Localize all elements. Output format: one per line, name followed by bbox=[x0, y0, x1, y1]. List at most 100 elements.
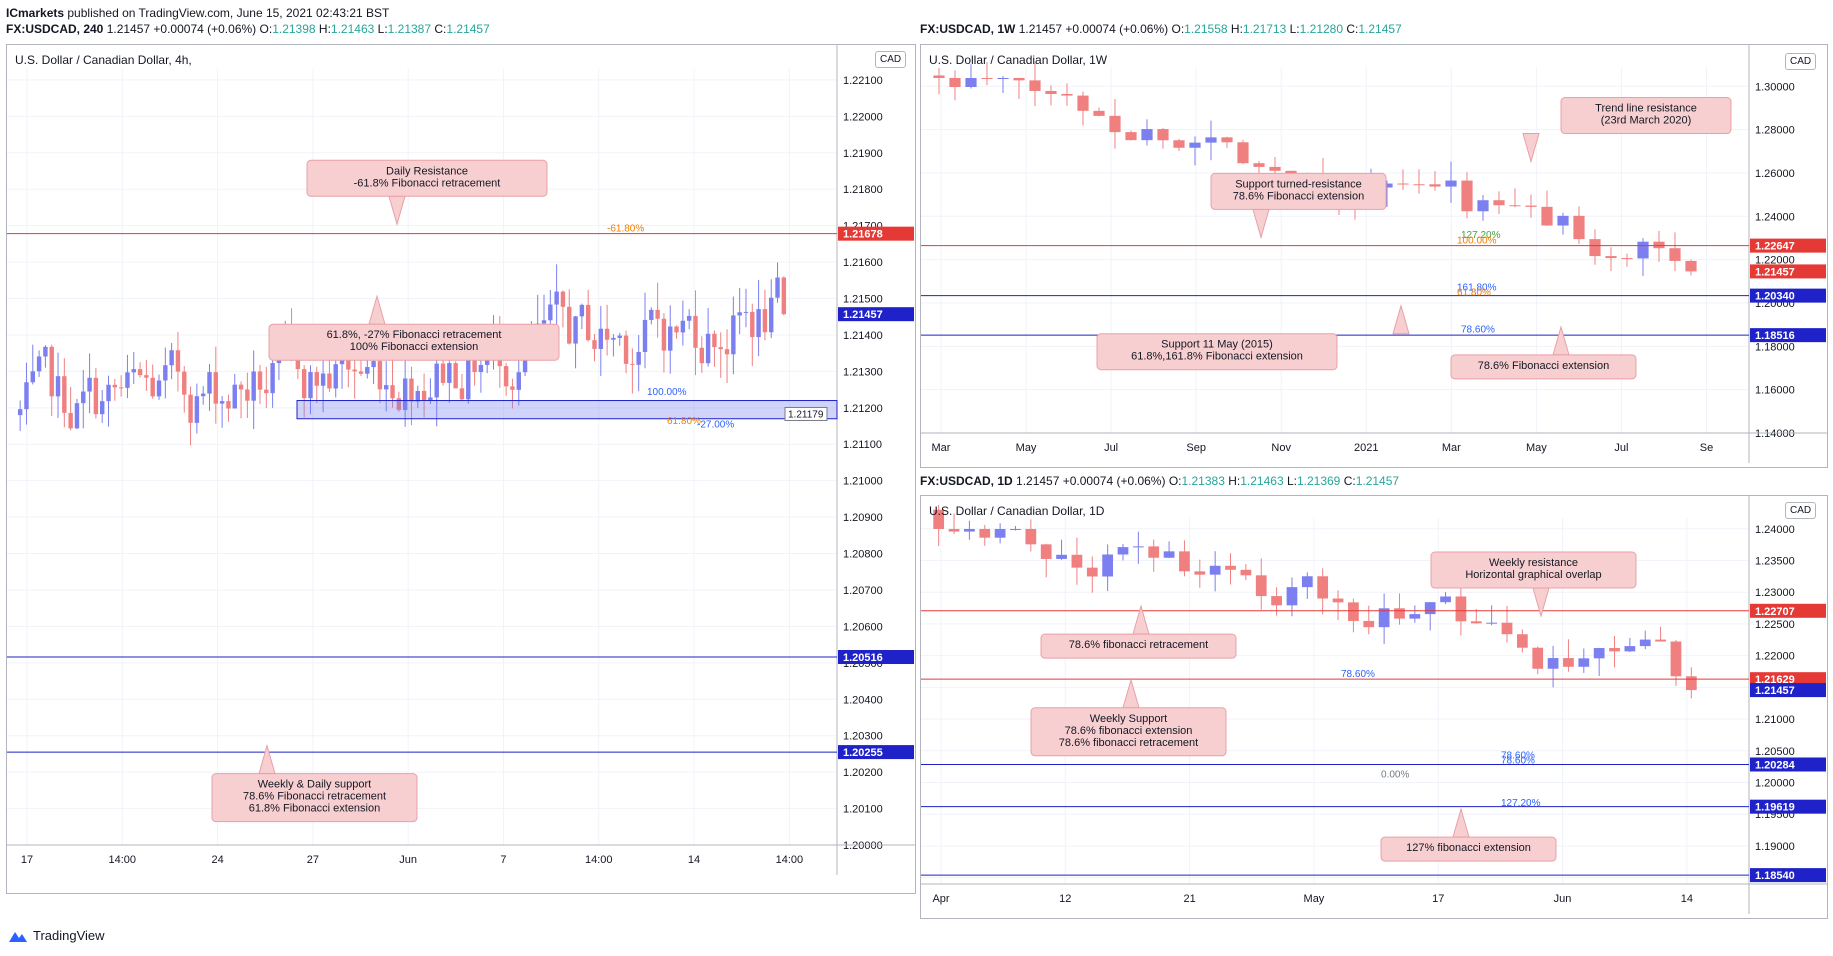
h4-x-tick-label: 17 bbox=[21, 854, 33, 866]
d1-candle-body bbox=[1378, 608, 1390, 628]
d1-x-tick-label: 17 bbox=[1432, 893, 1444, 905]
h4-candle-body bbox=[49, 346, 54, 397]
h4-candle-body bbox=[308, 372, 313, 399]
d1-chart-svg[interactable]: 1.185001.190001.195001.200001.205001.210… bbox=[921, 496, 1827, 918]
w1-candle-body bbox=[1061, 93, 1073, 96]
d1-fib-label: 78.60% bbox=[1341, 669, 1375, 680]
d1-candle-body bbox=[1040, 544, 1052, 559]
w1-currency-badge[interactable]: CAD bbox=[1785, 53, 1817, 70]
d1-candle-body bbox=[1532, 647, 1544, 669]
w1-candle-body bbox=[1621, 258, 1633, 260]
h4-callout-text: Weekly & Daily support bbox=[258, 779, 372, 791]
d1-level-tag bbox=[1750, 757, 1826, 772]
h4-candle-body bbox=[718, 347, 723, 350]
h4-candle-body bbox=[724, 349, 730, 355]
h4-candle-body bbox=[301, 369, 307, 399]
h4-candle-body bbox=[156, 380, 162, 397]
w1-fib-label: 78.60% bbox=[1461, 324, 1495, 335]
h4-candle-body bbox=[428, 397, 433, 401]
d1-callout-text: Horizontal graphical overlap bbox=[1465, 569, 1601, 581]
w1-callout: 78.6% Fibonacci extension bbox=[1450, 325, 1637, 380]
h4-candle-body bbox=[712, 333, 717, 348]
d1-candle-body bbox=[1010, 528, 1021, 530]
w1-candle-body bbox=[1445, 180, 1457, 187]
h4-candle-body bbox=[693, 315, 698, 348]
d1-level-label: 1.20284 bbox=[1755, 759, 1796, 771]
d1-level-tag bbox=[1750, 799, 1826, 814]
h4-candle-body bbox=[207, 372, 212, 394]
h4-candle-body bbox=[213, 372, 219, 404]
h4-candle-body bbox=[630, 363, 635, 365]
w1-candle-body bbox=[1269, 166, 1281, 171]
d1-x-tick-label: 14 bbox=[1681, 893, 1693, 905]
w1-symbol-header: FX:USDCAD, 1W 1.21457 +0.00074 (+0.06%) … bbox=[920, 22, 1402, 36]
h4-candle-body bbox=[245, 389, 250, 401]
h4-candle-body bbox=[516, 372, 521, 390]
h4-candle-body bbox=[510, 386, 515, 390]
d1-callout-box bbox=[1430, 551, 1637, 589]
h4-candle-body bbox=[320, 373, 326, 386]
d1-fib-label: 0.00% bbox=[1381, 769, 1409, 780]
h4-chart-svg[interactable]: 1.20000 1.20100 1.20200 1.20300 1.20400 1.205… bbox=[7, 45, 915, 893]
h4-candle-body bbox=[421, 390, 427, 401]
w1-x-tick-label: Se bbox=[1700, 442, 1713, 454]
h4-callout-box bbox=[211, 773, 418, 823]
w1-callout-box bbox=[1450, 354, 1637, 380]
d1-fib-label: 78.60% bbox=[1501, 755, 1535, 766]
tradingview-footer[interactable]: TradingView bbox=[8, 928, 105, 943]
w1-candle-body bbox=[1397, 183, 1409, 185]
d1-chart-panel[interactable]: 1.185001.190001.195001.200001.205001.210… bbox=[920, 495, 1828, 919]
d1-callout-text: Weekly Support bbox=[1090, 713, 1167, 725]
h4-fib-zone bbox=[296, 400, 838, 420]
w1-x-tick-label: May bbox=[1016, 442, 1037, 454]
d1-candle-body bbox=[964, 528, 975, 532]
h4-callout-text: Daily Resistance bbox=[386, 165, 468, 177]
h4-fib-label: 100.00% bbox=[647, 387, 687, 398]
h4-currency-badge[interactable]: CAD bbox=[875, 51, 907, 68]
w1-callout-box bbox=[1096, 333, 1338, 371]
h4-callout-pointer bbox=[388, 195, 406, 227]
w1-chart-svg[interactable]: 1.140001.160001.180001.200001.220001.240… bbox=[921, 45, 1827, 467]
h4-candle-body bbox=[541, 320, 547, 324]
h4-candle-body bbox=[573, 316, 578, 344]
w1-level-label: 1.22647 bbox=[1755, 241, 1795, 253]
h4-candle-body bbox=[781, 277, 787, 315]
w1-candle-body bbox=[1077, 95, 1089, 111]
h4-y-tick-label: 1.21400 bbox=[843, 330, 883, 342]
d1-chart-title: U.S. Dollar / Canadian Dollar, 1D bbox=[929, 504, 1105, 518]
w1-candle-body bbox=[965, 77, 977, 87]
tradingview-brand: TradingView bbox=[33, 928, 105, 943]
h4-callout-text: 61.8%, -27% Fibonacci retracement bbox=[327, 329, 502, 341]
w1-high: 1.21713 bbox=[1242, 22, 1287, 36]
d1-currency-badge[interactable]: CAD bbox=[1785, 502, 1817, 519]
h4-candle-body bbox=[74, 403, 80, 429]
h4-callout-text: 78.6% Fibonacci retracement bbox=[243, 791, 386, 803]
h4-candle-body bbox=[731, 315, 736, 355]
h4-candle-body bbox=[36, 356, 42, 372]
h4-chart-panel[interactable]: 1.20000 1.20100 1.20200 1.20300 1.20400 1.205… bbox=[6, 44, 916, 894]
w1-candle-body bbox=[1509, 205, 1521, 207]
d1-candle-body bbox=[1455, 596, 1467, 622]
d1-candle-body bbox=[1486, 622, 1498, 624]
h4-candle-body bbox=[377, 361, 383, 390]
d1-candle-body bbox=[1409, 614, 1421, 619]
h4-low: 1.21387 bbox=[387, 22, 432, 36]
w1-fib-label: 161.80% bbox=[1457, 283, 1497, 294]
w1-candle-body bbox=[1557, 215, 1569, 226]
d1-candle-body bbox=[1547, 658, 1559, 669]
h4-fib-label: 61.80% bbox=[667, 416, 701, 427]
d1-candle-body bbox=[1332, 598, 1344, 603]
d1-candle-body bbox=[948, 528, 960, 532]
w1-chart-panel[interactable]: 1.14000 1.16000 1.18000 1.20000 1.22000 1.240… bbox=[920, 44, 1828, 468]
d1-candle-body bbox=[1255, 575, 1267, 597]
h4-candle-body bbox=[251, 371, 256, 401]
w1-fib-label: 61.80% bbox=[1457, 288, 1491, 299]
w1-candle-body bbox=[1493, 200, 1505, 206]
w1-candle-body bbox=[933, 75, 945, 78]
h4-x-tick-label: 14 bbox=[688, 854, 700, 866]
d1-candle-body bbox=[1624, 646, 1636, 652]
w1-x-tick-label: Nov bbox=[1271, 442, 1291, 454]
h4-candle-body bbox=[137, 369, 143, 376]
h4-candle-body bbox=[611, 337, 616, 340]
